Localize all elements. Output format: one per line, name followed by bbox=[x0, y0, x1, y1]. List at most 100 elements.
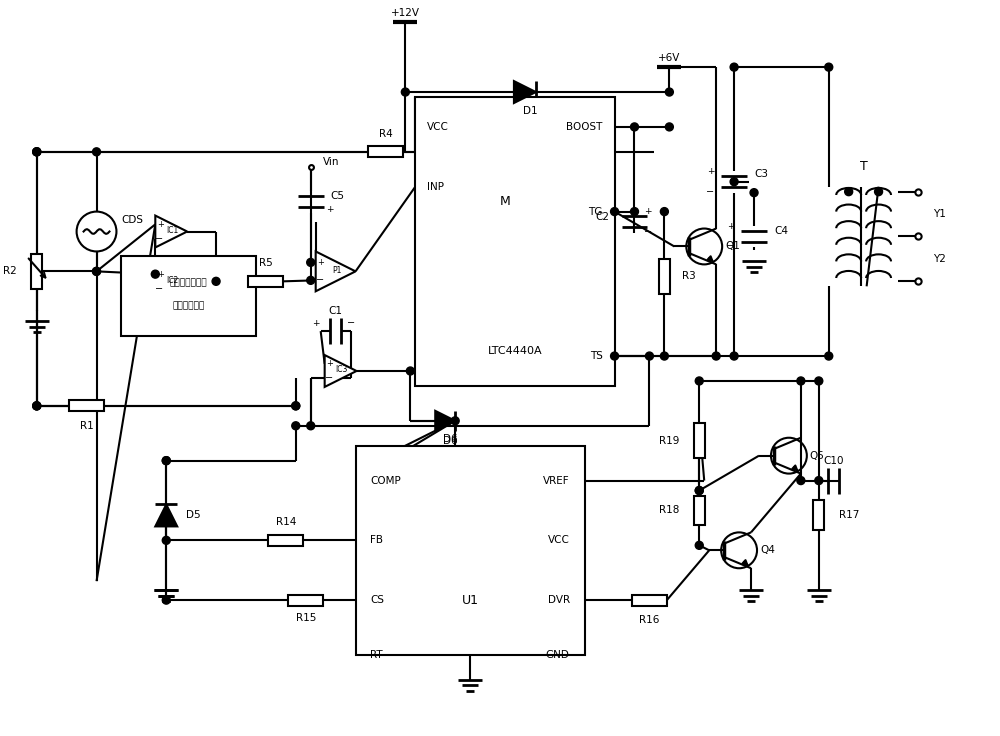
Text: D6: D6 bbox=[443, 434, 458, 444]
Circle shape bbox=[695, 486, 703, 495]
Text: −: − bbox=[155, 283, 163, 294]
Bar bbox=[31, 254, 42, 289]
Circle shape bbox=[730, 63, 738, 71]
Text: −: − bbox=[155, 234, 163, 244]
Circle shape bbox=[162, 537, 170, 545]
Text: −: − bbox=[347, 318, 355, 328]
Text: R3: R3 bbox=[682, 272, 696, 281]
Text: DVR: DVR bbox=[548, 595, 570, 605]
Circle shape bbox=[797, 477, 805, 484]
Circle shape bbox=[730, 352, 738, 360]
Text: CDS: CDS bbox=[121, 215, 143, 224]
Circle shape bbox=[93, 267, 101, 275]
Text: +: + bbox=[707, 167, 714, 176]
Text: C3: C3 bbox=[754, 169, 768, 179]
Text: R14: R14 bbox=[276, 517, 296, 528]
Text: −: − bbox=[726, 241, 734, 252]
Bar bbox=[248, 276, 283, 287]
Circle shape bbox=[750, 188, 758, 197]
Text: FB: FB bbox=[370, 535, 383, 545]
Bar bbox=[659, 259, 670, 294]
Text: Vin: Vin bbox=[323, 157, 339, 167]
Circle shape bbox=[33, 402, 41, 410]
Circle shape bbox=[611, 352, 619, 360]
Circle shape bbox=[815, 377, 823, 385]
Bar bbox=[69, 400, 104, 411]
Text: −: − bbox=[316, 275, 324, 286]
Text: D5: D5 bbox=[186, 511, 201, 520]
Text: VREF: VREF bbox=[543, 475, 570, 486]
Circle shape bbox=[307, 422, 315, 430]
Text: R5: R5 bbox=[259, 258, 273, 269]
Text: +12V: +12V bbox=[391, 8, 420, 18]
Bar bbox=[813, 500, 824, 531]
Circle shape bbox=[815, 477, 823, 484]
Circle shape bbox=[406, 367, 414, 375]
Bar bbox=[632, 595, 667, 606]
Polygon shape bbox=[155, 504, 177, 526]
Circle shape bbox=[307, 258, 315, 266]
Text: +6V: +6V bbox=[658, 53, 681, 63]
Polygon shape bbox=[316, 252, 356, 291]
Text: IC1: IC1 bbox=[166, 226, 178, 235]
Circle shape bbox=[292, 422, 300, 430]
Text: R19: R19 bbox=[659, 436, 679, 446]
Circle shape bbox=[292, 402, 300, 410]
Circle shape bbox=[695, 377, 703, 385]
Circle shape bbox=[825, 352, 833, 360]
Circle shape bbox=[33, 148, 41, 156]
Circle shape bbox=[695, 542, 703, 549]
Text: Q5: Q5 bbox=[810, 450, 825, 461]
Circle shape bbox=[33, 402, 41, 410]
Circle shape bbox=[825, 63, 833, 71]
Text: +: + bbox=[326, 359, 333, 368]
Text: R15: R15 bbox=[296, 613, 316, 623]
Text: TG: TG bbox=[588, 207, 603, 216]
Text: R16: R16 bbox=[639, 615, 660, 625]
Text: P1: P1 bbox=[332, 266, 341, 275]
Text: 合式放大电路: 合式放大电路 bbox=[173, 302, 205, 311]
Text: IC2: IC2 bbox=[166, 276, 178, 285]
Text: Y2: Y2 bbox=[933, 254, 946, 264]
Circle shape bbox=[93, 148, 101, 156]
Text: VCC: VCC bbox=[548, 535, 570, 545]
Circle shape bbox=[695, 486, 703, 495]
Text: −: − bbox=[325, 373, 333, 383]
Circle shape bbox=[645, 352, 653, 360]
Text: C5: C5 bbox=[331, 191, 345, 201]
Text: U1: U1 bbox=[462, 594, 479, 606]
Bar bbox=[694, 495, 705, 526]
Text: +: + bbox=[157, 220, 164, 229]
Circle shape bbox=[631, 208, 638, 216]
Circle shape bbox=[660, 352, 668, 360]
Text: INP: INP bbox=[427, 182, 444, 191]
Bar bbox=[356, 446, 585, 655]
Text: +: + bbox=[157, 269, 164, 279]
Polygon shape bbox=[325, 355, 357, 387]
Bar bbox=[288, 595, 323, 606]
Bar bbox=[121, 256, 256, 336]
Text: +: + bbox=[312, 319, 319, 328]
Text: R4: R4 bbox=[379, 129, 392, 139]
Text: TS: TS bbox=[590, 351, 603, 361]
Text: VCC: VCC bbox=[427, 122, 449, 132]
Text: −: − bbox=[644, 227, 653, 236]
Circle shape bbox=[665, 88, 673, 96]
Polygon shape bbox=[155, 266, 187, 297]
Circle shape bbox=[875, 188, 883, 196]
Circle shape bbox=[151, 270, 159, 278]
Text: T: T bbox=[860, 160, 867, 173]
Circle shape bbox=[162, 596, 170, 604]
Text: −: − bbox=[706, 187, 714, 197]
Bar bbox=[415, 97, 615, 386]
Text: C4: C4 bbox=[774, 225, 788, 236]
Circle shape bbox=[712, 352, 720, 360]
Text: C10: C10 bbox=[823, 456, 844, 466]
Polygon shape bbox=[435, 411, 455, 431]
Circle shape bbox=[33, 148, 41, 156]
Text: 逻辑保护射极耦: 逻辑保护射极耦 bbox=[170, 279, 207, 288]
Circle shape bbox=[33, 402, 41, 410]
Polygon shape bbox=[155, 216, 187, 247]
Text: Q4: Q4 bbox=[760, 545, 775, 555]
Text: RT: RT bbox=[370, 650, 383, 660]
